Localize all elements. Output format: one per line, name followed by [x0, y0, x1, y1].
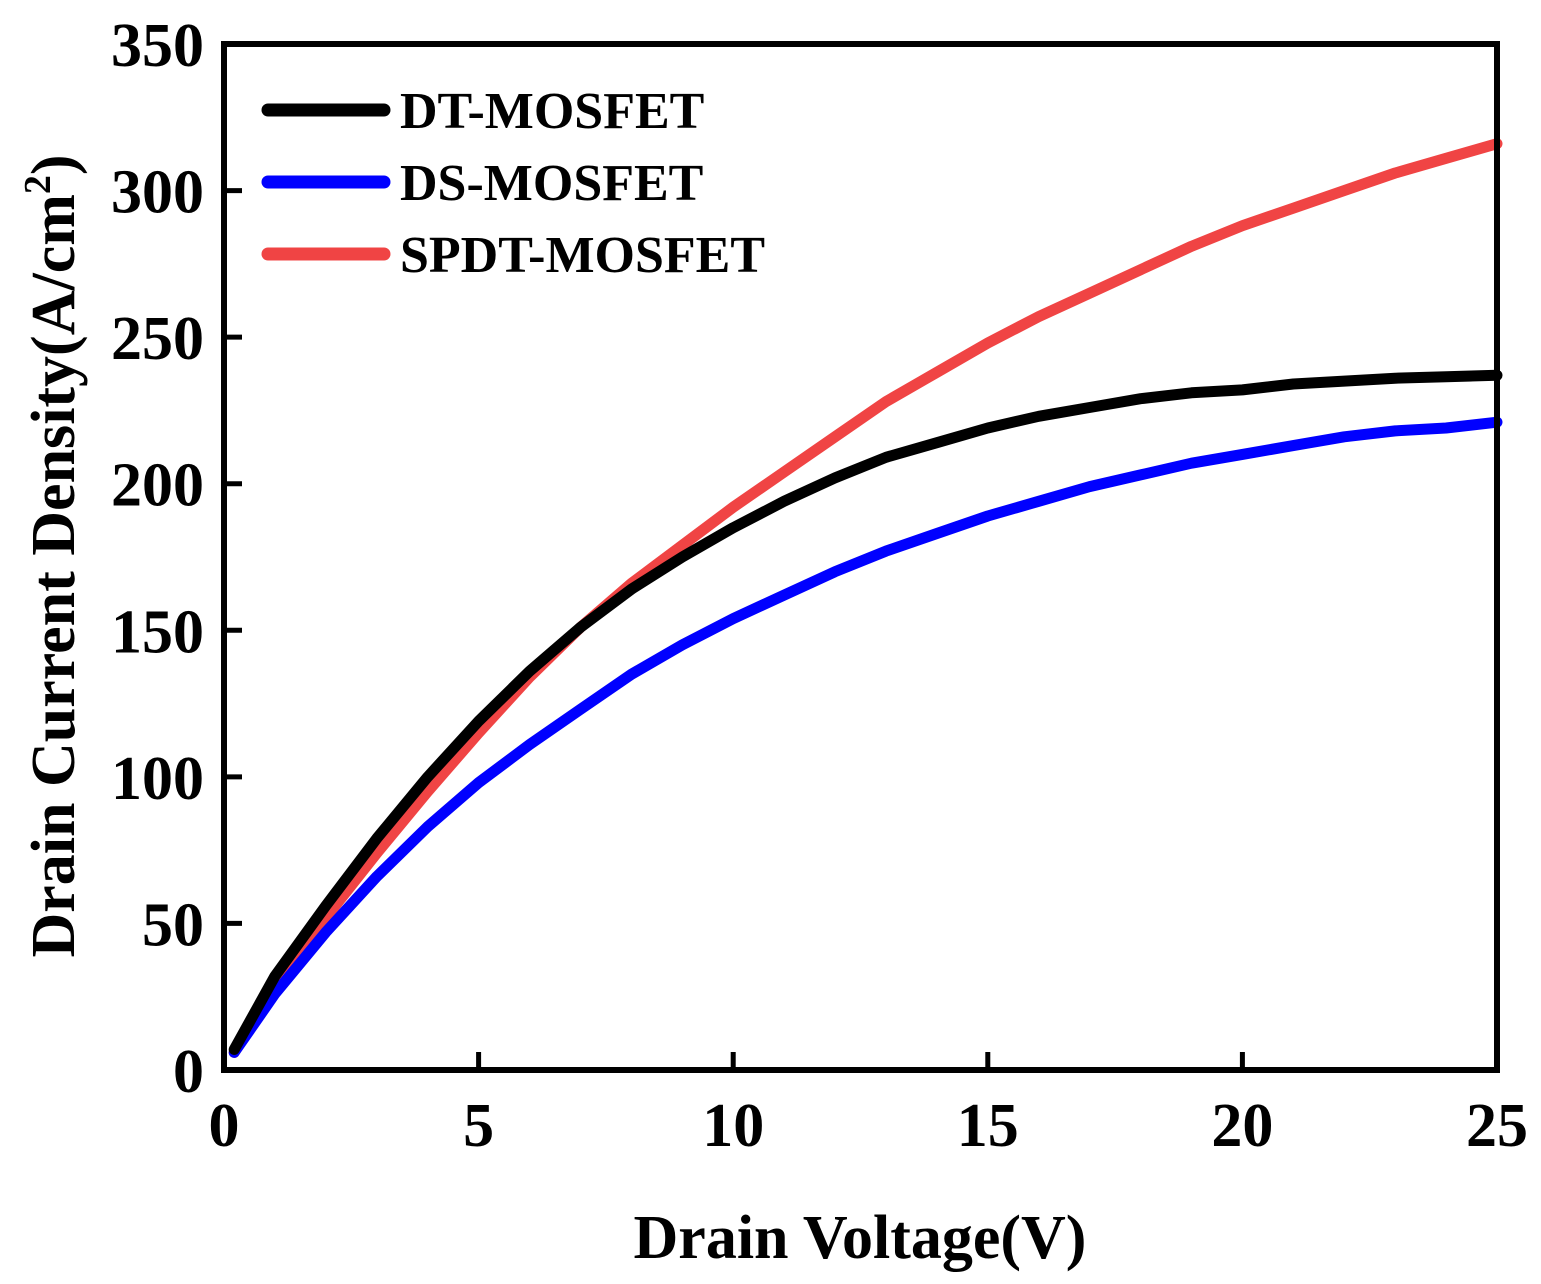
- x-tick-label: 20: [1211, 1092, 1273, 1160]
- y-tick-label: 0: [173, 1038, 204, 1106]
- x-tick-label: 0: [209, 1092, 240, 1160]
- x-tick-label: 10: [702, 1092, 764, 1160]
- y-tick-label: 50: [142, 891, 204, 959]
- y-axis-title-close: ): [20, 154, 88, 175]
- x-tick-label: 5: [463, 1092, 494, 1160]
- y-tick-label: 100: [111, 745, 204, 813]
- y-tick-label: 350: [111, 12, 204, 80]
- series-line-ds-mosfet: [228, 416, 1503, 1058]
- x-axis-title: Drain Voltage(V): [634, 1204, 1087, 1272]
- series-line-spdt-mosfet: [228, 138, 1503, 1058]
- plot-frame: [221, 41, 1500, 1073]
- y-tick-label: 300: [111, 159, 204, 227]
- legend-label: DS-MOSFET: [400, 155, 703, 212]
- y-axis-title-main: Drain Current Density(A/cm: [20, 194, 88, 957]
- legend-label: DT-MOSFET: [400, 83, 704, 140]
- y-axis-title-superscript: 2: [17, 175, 59, 194]
- y-tick-label: 150: [111, 598, 204, 666]
- series-line-dt-mosfet: [228, 369, 1503, 1055]
- x-tick-label: 15: [957, 1092, 1019, 1160]
- legend-item-spdt-mosfet: SPDT-MOSFET: [261, 227, 765, 284]
- y-tick-label: 250: [111, 305, 204, 373]
- legend-label: SPDT-MOSFET: [400, 227, 765, 284]
- legend-item-dt-mosfet: DT-MOSFET: [261, 83, 704, 140]
- y-tick-label: 200: [111, 452, 204, 520]
- y-axis-title: Drain Current Density(A/cm2): [17, 154, 88, 957]
- x-tick-label: 25: [1466, 1092, 1528, 1160]
- series-layer: [228, 138, 1503, 1058]
- legend: DT-MOSFET DS-MOSFET SPDT-MOSFET: [261, 83, 765, 284]
- legend-item-ds-mosfet: DS-MOSFET: [261, 155, 703, 212]
